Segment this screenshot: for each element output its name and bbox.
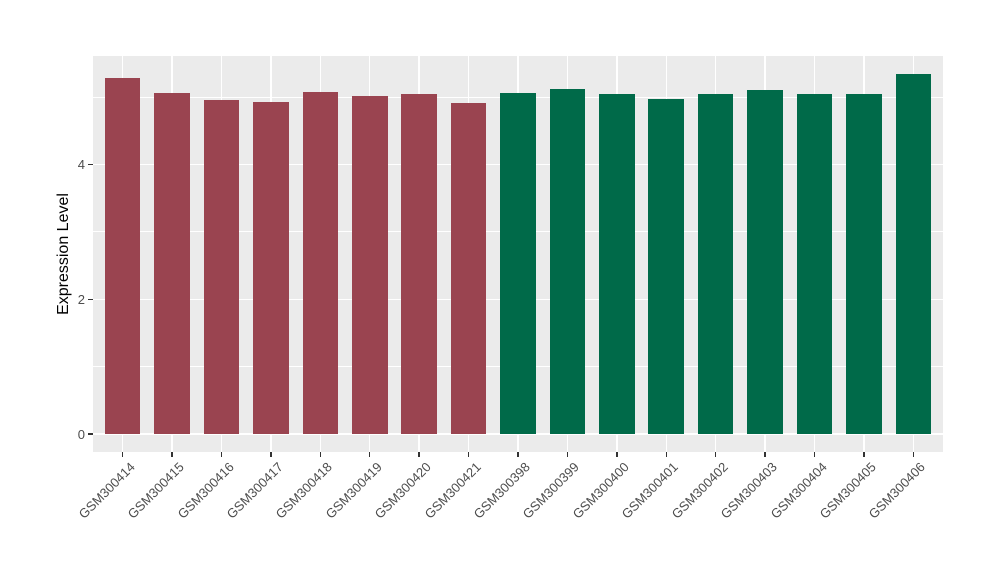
y-tick-mark-0 <box>88 433 93 435</box>
bar-GSM300402 <box>697 94 734 434</box>
bar-GSM300398 <box>500 92 536 434</box>
y-tick-mark-2 <box>88 298 93 300</box>
x-tick-mark-GSM300405 <box>863 452 865 457</box>
bar-GSM300399 <box>549 88 586 434</box>
x-tick-mark-GSM300416 <box>220 452 223 457</box>
bar-GSM300405 <box>846 94 882 434</box>
x-tick-mark-GSM300418 <box>319 452 322 457</box>
bar-GSM300406 <box>895 74 932 434</box>
x-tick-mark-GSM300421 <box>467 452 470 457</box>
bar-GSM300415 <box>154 92 190 434</box>
x-tick-mark-GSM300402 <box>714 452 717 457</box>
x-tick-mark-GSM300400 <box>616 452 618 457</box>
bar-GSM300419 <box>351 96 388 434</box>
x-tick-mark-GSM300398 <box>517 452 519 457</box>
bar-GSM300403 <box>747 90 783 434</box>
x-tick-mark-GSM300417 <box>270 452 272 457</box>
bar-GSM300414 <box>104 78 141 434</box>
y-tick-label-4: 4 <box>77 156 85 172</box>
bar-GSM300404 <box>796 94 833 434</box>
bar-GSM300401 <box>648 99 685 434</box>
x-tick-mark-GSM300399 <box>566 452 569 457</box>
x-tick-mark-GSM300403 <box>764 452 766 457</box>
y-tick-label-0: 0 <box>77 426 85 442</box>
x-tick-mark-GSM300414 <box>121 452 124 457</box>
bar-GSM300416 <box>203 99 240 434</box>
x-tick-mark-GSM300404 <box>813 452 816 457</box>
bar-GSM300421 <box>450 103 487 434</box>
bar-GSM300418 <box>302 92 339 434</box>
y-tick-label-2: 2 <box>77 291 85 307</box>
bar-GSM300420 <box>401 94 437 434</box>
y-tick-mark-4 <box>88 163 93 166</box>
x-tick-mark-GSM300406 <box>912 452 915 457</box>
x-tick-mark-GSM300415 <box>171 452 173 457</box>
x-tick-mark-GSM300420 <box>418 452 420 457</box>
x-tick-mark-GSM300419 <box>369 452 371 457</box>
bar-GSM300417 <box>253 101 289 434</box>
x-tick-mark-GSM300401 <box>665 452 667 457</box>
bar-GSM300400 <box>599 94 635 434</box>
plot-panel <box>93 56 943 452</box>
